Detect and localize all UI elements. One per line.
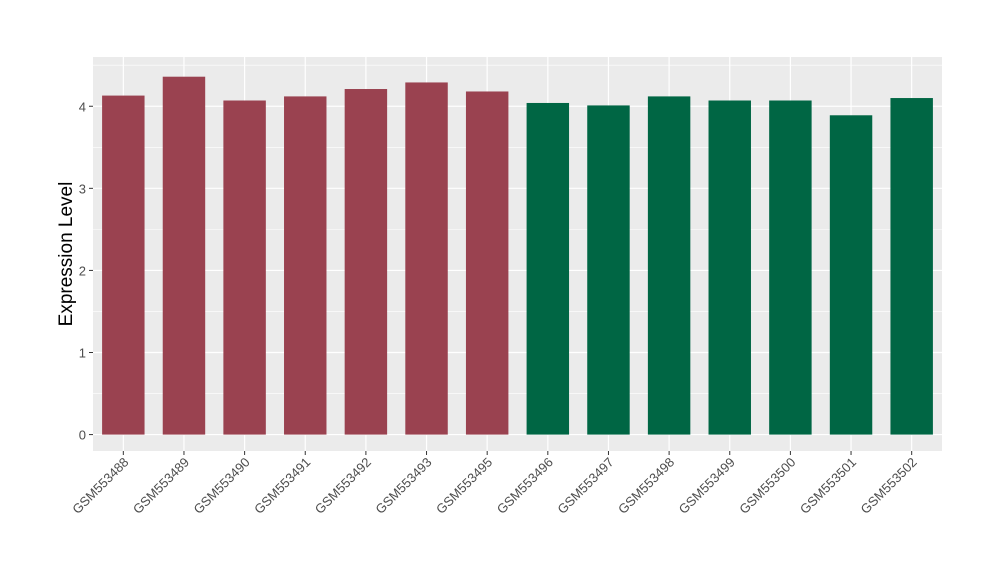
y-tick-label: 3 [79, 181, 86, 196]
bar-GSM553501 [829, 115, 873, 435]
x-tick-label: GSM553488 [69, 455, 131, 517]
x-tick-label: GSM553497 [554, 455, 616, 517]
x-tick-label: GSM553496 [494, 455, 556, 517]
x-tick-label: GSM553501 [797, 455, 859, 517]
y-axis-label: Expression Level [56, 182, 77, 327]
plot-panel [93, 57, 942, 451]
x-tick-label: GSM553502 [858, 455, 920, 517]
x-tick-label: GSM553492 [312, 455, 374, 517]
bar-GSM553492 [344, 89, 388, 435]
bar-GSM553493 [405, 82, 448, 435]
bar-GSM553495 [465, 91, 509, 435]
bar-GSM553502 [890, 98, 933, 435]
bar-GSM553490 [223, 100, 266, 435]
x-tick-label: GSM553495 [433, 455, 495, 517]
bar-GSM553491 [284, 96, 327, 435]
x-tick-label: GSM553491 [251, 455, 313, 517]
x-tick-label: GSM553490 [191, 455, 253, 517]
x-tick-label: GSM553499 [676, 455, 738, 517]
x-axis: GSM553488GSM553489GSM553490GSM553491GSM5… [69, 451, 920, 517]
bar-GSM553499 [708, 100, 751, 435]
y-tick-label: 0 [79, 428, 86, 443]
bar-GSM553500 [769, 100, 812, 435]
y-tick-label: 2 [79, 263, 86, 278]
x-tick-label: GSM553500 [736, 455, 798, 517]
y-tick-label: 4 [79, 99, 86, 114]
bar-GSM553489 [162, 76, 206, 435]
x-tick-label: GSM553489 [130, 455, 192, 517]
bar-GSM553497 [587, 105, 630, 435]
bar-GSM553496 [526, 102, 570, 435]
x-tick-label: GSM553493 [372, 455, 434, 517]
y-axis: 0 1 2 3 4 [79, 99, 93, 443]
y-tick-label: 1 [79, 346, 86, 361]
x-tick-label: GSM553498 [615, 455, 677, 517]
bar-GSM553498 [647, 96, 691, 435]
bars [102, 76, 933, 435]
bar-GSM553488 [102, 95, 145, 435]
